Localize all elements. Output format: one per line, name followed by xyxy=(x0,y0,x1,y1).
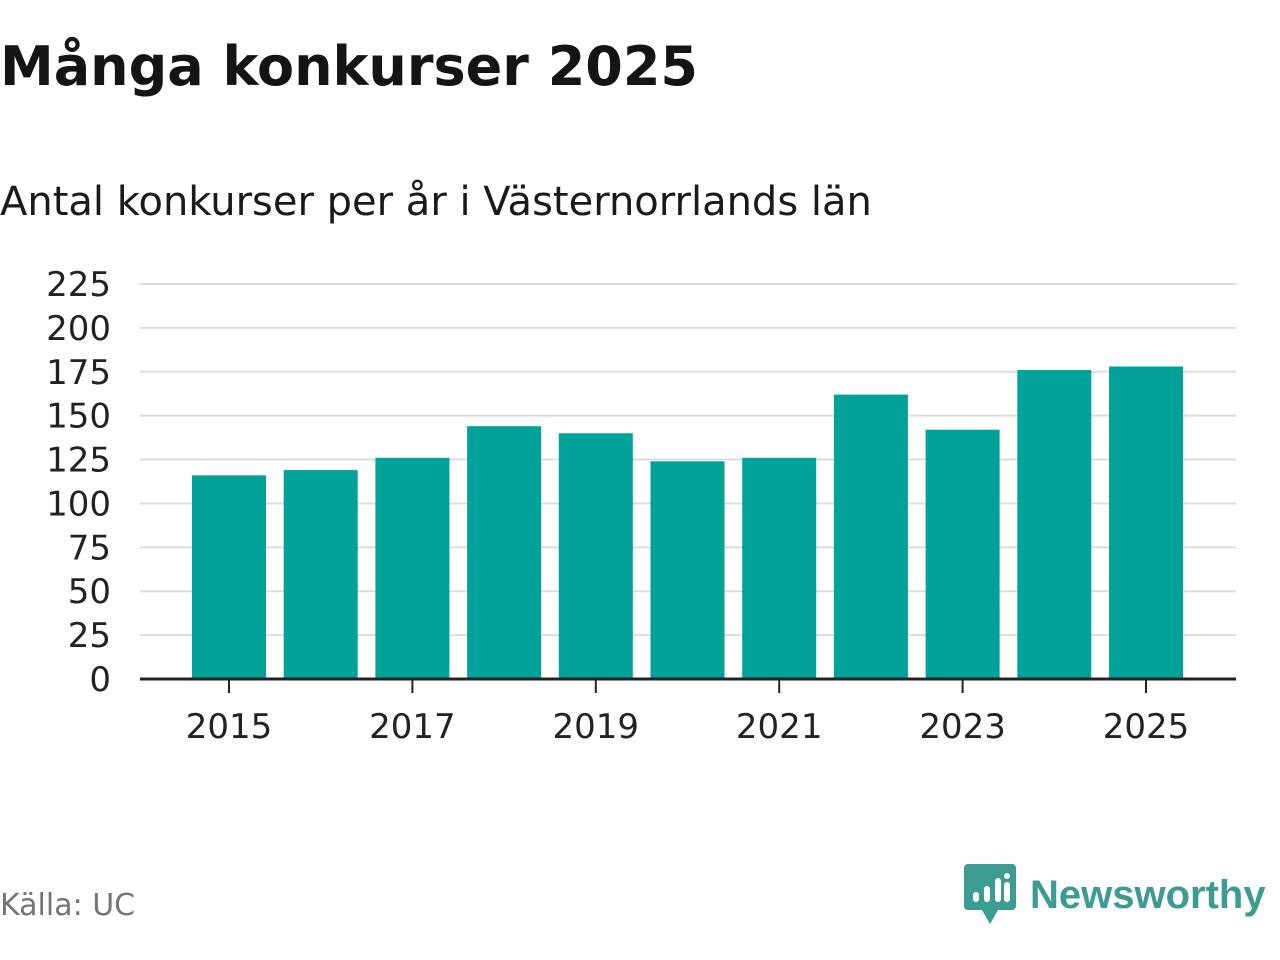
bar-2019 xyxy=(558,433,633,679)
bar-2022 xyxy=(833,394,908,679)
y-tick-label: 125 xyxy=(46,441,111,481)
bar-2021 xyxy=(742,457,817,679)
bar-2016 xyxy=(283,470,358,679)
y-tick-label: 100 xyxy=(46,484,111,524)
bar-2023 xyxy=(925,429,1000,679)
bar-2015 xyxy=(192,475,266,679)
y-tick-label: 75 xyxy=(68,528,111,568)
y-tick-label: 150 xyxy=(46,397,111,437)
x-tick-label: 2017 xyxy=(369,707,456,747)
x-tick-label: 2021 xyxy=(736,707,823,747)
y-tick-label: 200 xyxy=(46,309,111,349)
x-axis-ticks: 2015 2017 2019 2021 2023 2025 xyxy=(186,679,1190,747)
y-tick-label: 25 xyxy=(68,616,111,656)
x-tick-label: 2025 xyxy=(1103,707,1190,747)
bar-2018 xyxy=(467,426,542,679)
chart-title: Många konkurser 2025 xyxy=(0,35,698,98)
chart-subtitle: Antal konkurser per år i Västernorrlands… xyxy=(0,179,872,225)
x-tick-label: 2019 xyxy=(553,707,640,747)
x-tick-label: 2023 xyxy=(919,707,1006,747)
bar-2025 xyxy=(1109,366,1183,679)
bar-2017 xyxy=(375,457,450,679)
bar-2024 xyxy=(1017,370,1092,679)
source-note: Källa: UC xyxy=(0,888,136,923)
brand-name: Newsworthy xyxy=(1030,873,1266,917)
y-tick-label: 225 xyxy=(46,265,111,305)
newsworthy-logo-icon xyxy=(964,864,1016,924)
bar-2020 xyxy=(650,461,725,679)
brand: Newsworthy xyxy=(964,864,1266,926)
bars xyxy=(192,366,1183,679)
x-tick-label: 2015 xyxy=(186,707,273,747)
y-tick-label: 50 xyxy=(68,572,111,612)
y-tick-label: 175 xyxy=(46,353,111,393)
y-tick-label: 0 xyxy=(89,660,111,700)
